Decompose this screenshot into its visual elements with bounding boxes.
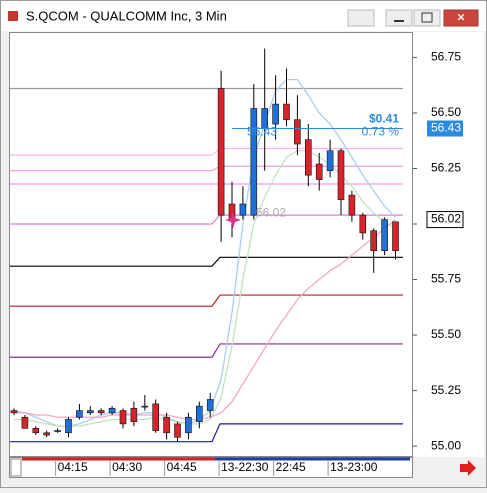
level-line xyxy=(10,294,403,307)
app-icon xyxy=(8,11,18,21)
level-line xyxy=(10,423,403,443)
candle-body xyxy=(337,150,345,200)
x-tick-label: 13-22:30 xyxy=(221,460,269,474)
candle-body xyxy=(304,139,312,176)
maximize-icon xyxy=(421,12,433,23)
y-tick-label: 56.75 xyxy=(431,50,461,64)
candle-body xyxy=(10,410,18,414)
x-tick-label: 04:45 xyxy=(167,460,197,474)
y-tick-label: 55.75 xyxy=(431,272,461,286)
link-button[interactable] xyxy=(347,9,375,27)
level-line xyxy=(10,343,403,358)
candle-body xyxy=(217,88,225,216)
y-tick-label: 55.50 xyxy=(431,327,461,341)
y-tick-label: 55.25 xyxy=(431,383,461,397)
candle-body xyxy=(32,428,40,434)
candle-body xyxy=(315,163,323,180)
reference-tag-label: 56.02 xyxy=(431,212,461,226)
candle-body xyxy=(326,150,334,172)
level-line xyxy=(10,214,403,225)
candle-body xyxy=(87,410,94,414)
candle-body xyxy=(359,214,367,234)
candle-body xyxy=(43,432,51,436)
x-tick-label: 04:15 xyxy=(58,460,88,474)
x-tick-label: 22:45 xyxy=(276,460,306,474)
candle-body xyxy=(185,416,192,434)
maximize-button[interactable] xyxy=(413,9,441,27)
candle-body xyxy=(108,408,116,414)
close-icon: × xyxy=(457,9,465,24)
title-buttons[interactable]: × xyxy=(347,9,479,27)
candle-body xyxy=(76,410,83,418)
y-tick-label: 56.50 xyxy=(431,105,461,119)
candle-body xyxy=(272,103,279,125)
x-tick-label: 04:30 xyxy=(112,460,142,474)
candle-body xyxy=(381,219,388,251)
x-tick-label: 13-23:00 xyxy=(330,460,378,474)
candle-body xyxy=(174,423,181,438)
price-axis xyxy=(413,32,484,457)
candle-body xyxy=(163,416,170,434)
close-button[interactable] xyxy=(443,9,479,27)
reference-tag xyxy=(426,211,464,229)
candle-body xyxy=(130,408,138,422)
candle-body xyxy=(21,416,29,429)
chart: 55.0055.2555.5055.7556.0056.2556.5056.75… xyxy=(10,48,464,476)
minimize-button[interactable] xyxy=(385,9,413,27)
reference-annotation: 56.02 xyxy=(256,206,286,220)
candle-body xyxy=(370,230,378,251)
candle-body xyxy=(141,405,149,408)
change-label: $0.41 xyxy=(369,112,399,126)
candle-body xyxy=(206,399,214,411)
y-tick-label: 55.00 xyxy=(431,438,461,452)
candle-body xyxy=(348,194,356,216)
candle-body xyxy=(65,419,72,434)
candle-body xyxy=(54,430,61,432)
candle-body xyxy=(119,410,127,425)
signal-marker xyxy=(225,212,241,228)
plot-area xyxy=(9,32,413,457)
candle-body xyxy=(294,119,301,145)
candle-body xyxy=(97,410,105,414)
y-tick-label: 56.25 xyxy=(431,161,461,175)
candle-body xyxy=(392,221,399,251)
last-price-annotation: 56.43 xyxy=(247,125,277,139)
level-line xyxy=(10,256,403,267)
candle-body xyxy=(283,103,290,120)
candle-body xyxy=(196,405,203,422)
change-pct-label: 0.73 % xyxy=(362,125,400,139)
candle-body xyxy=(239,203,247,216)
candle-body xyxy=(152,403,159,431)
scroll-right-arrow[interactable] xyxy=(460,460,476,476)
last-price-tag xyxy=(427,120,463,137)
scroll-box[interactable] xyxy=(10,458,22,477)
last-price-tag-label: 56.43 xyxy=(431,121,461,135)
window-title: S.QCOM - QUALCOMM Inc, 3 Min xyxy=(26,8,227,23)
moving-average xyxy=(13,78,396,427)
candle-body xyxy=(250,108,258,216)
